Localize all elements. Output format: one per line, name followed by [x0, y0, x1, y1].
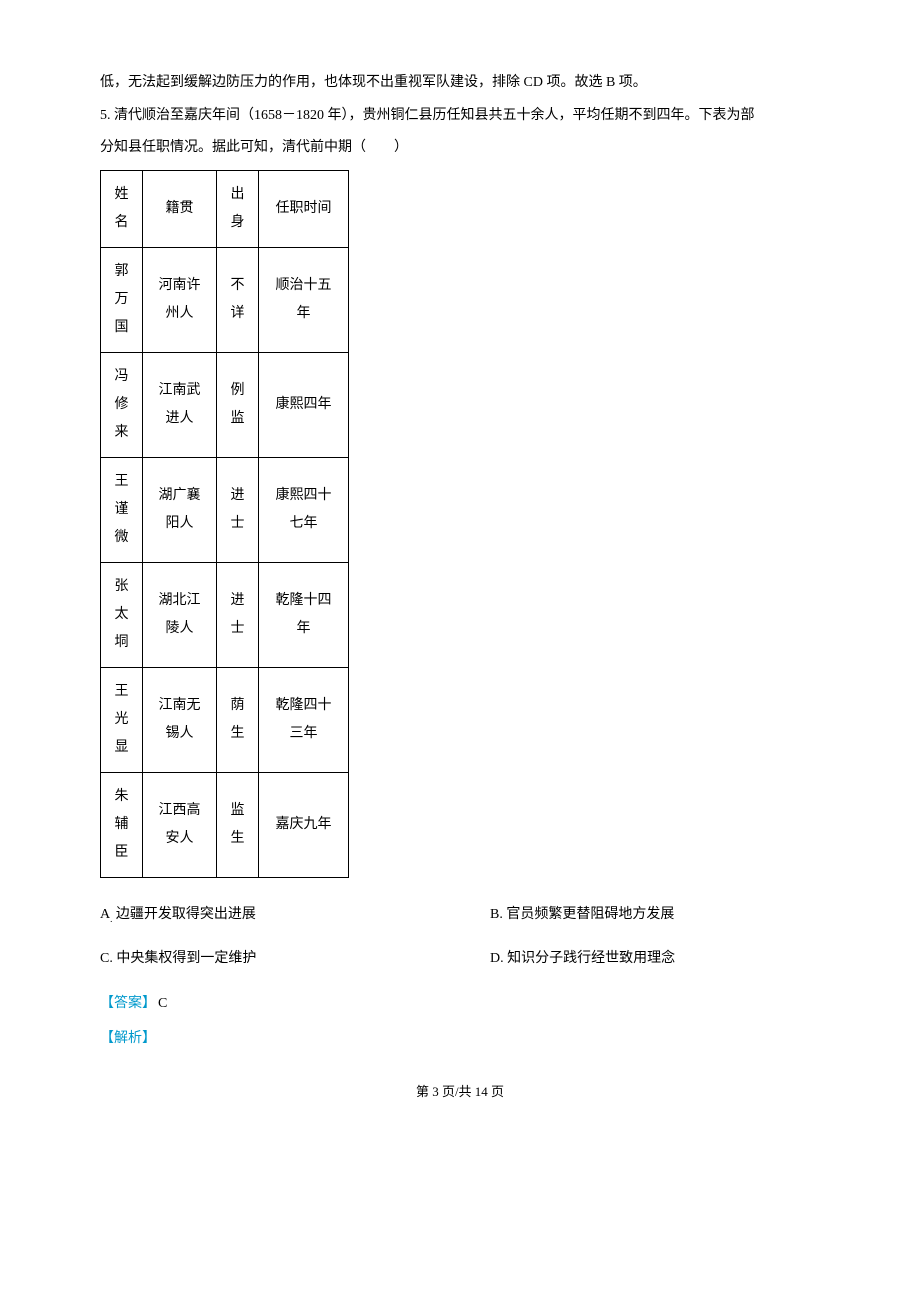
- table-cell: 郭万国: [101, 247, 143, 352]
- table-row: 冯修来江南武进人例监康熙四年: [101, 352, 349, 457]
- table-cell: 河南许州人: [143, 247, 217, 352]
- table-row: 朱辅臣江西高安人监生嘉庆九年: [101, 772, 349, 877]
- table-cell: 江南无锡人: [143, 667, 217, 772]
- table-cell: 监生: [217, 772, 259, 877]
- table-cell: 朱辅臣: [101, 772, 143, 877]
- table-row: 张太垌湖北江陵人进士乾隆十四年: [101, 562, 349, 667]
- answer-label: 【答案】: [100, 996, 156, 1011]
- table-cell: 王光显: [101, 667, 143, 772]
- table-cell: 江西高安人: [143, 772, 217, 877]
- table-body: 郭万国河南许州人不详顺治十五年冯修来江南武进人例监康熙四年王谨微湖广襄阳人进士康…: [101, 247, 349, 877]
- option-b: B. 官员频繁更替阻碍地方发展: [490, 902, 820, 929]
- table-row: 王光显江南无锡人荫生乾隆四十三年: [101, 667, 349, 772]
- table-row: 王谨微湖广襄阳人进士康熙四十七年: [101, 457, 349, 562]
- table-cell: 康熙四十七年: [259, 457, 349, 562]
- table-cell: 张太垌: [101, 562, 143, 667]
- table-cell: 乾隆十四年: [259, 562, 349, 667]
- th-tenure: 任职时间: [259, 170, 349, 247]
- table-cell: 例监: [217, 352, 259, 457]
- page-footer: 第 3 页/共 14 页: [100, 1080, 820, 1105]
- question-text-a: 清代顺治至嘉庆年间（1658－1820 年），贵州铜仁县历任知县共五十余人，平均…: [114, 108, 755, 123]
- table-cell: 荫生: [217, 667, 259, 772]
- answer-line: 【答案】C: [100, 991, 820, 1018]
- table-row: 郭万国河南许州人不详顺治十五年: [101, 247, 349, 352]
- table-cell: 顺治十五年: [259, 247, 349, 352]
- answer-value: C: [158, 996, 167, 1011]
- question-number: 5.: [100, 108, 114, 123]
- table-cell: 湖广襄阳人: [143, 457, 217, 562]
- table-cell: 乾隆四十三年: [259, 667, 349, 772]
- option-d: D. 知识分子践行经世致用理念: [490, 946, 820, 973]
- option-a: A. 边疆开发取得突出进展: [100, 902, 430, 929]
- option-c: C. 中央集权得到一定维护: [100, 946, 430, 973]
- prev-answer-continuation: 低，无法起到缓解边防压力的作用，也体现不出重视军队建设，排除 CD 项。故选 B…: [100, 70, 820, 97]
- answer-options: A. 边疆开发取得突出进展 B. 官员频繁更替阻碍地方发展 C. 中央集权得到一…: [100, 902, 820, 973]
- table-cell: 嘉庆九年: [259, 772, 349, 877]
- table-cell: 江南武进人: [143, 352, 217, 457]
- table-cell: 进士: [217, 457, 259, 562]
- th-name: 姓名: [101, 170, 143, 247]
- question-5-stem-line1: 5. 清代顺治至嘉庆年间（1658－1820 年），贵州铜仁县历任知县共五十余人…: [100, 103, 820, 130]
- th-background: 出身: [217, 170, 259, 247]
- table-cell: 冯修来: [101, 352, 143, 457]
- table-cell: 进士: [217, 562, 259, 667]
- table-cell: 康熙四年: [259, 352, 349, 457]
- table-cell: 不详: [217, 247, 259, 352]
- analysis-label: 【解析】: [100, 1026, 820, 1053]
- th-origin: 籍贯: [143, 170, 217, 247]
- table-cell: 王谨微: [101, 457, 143, 562]
- table-cell: 湖北江陵人: [143, 562, 217, 667]
- table-header-row: 姓名 籍贯 出身 任职时间: [101, 170, 349, 247]
- officials-table: 姓名 籍贯 出身 任职时间 郭万国河南许州人不详顺治十五年冯修来江南武进人例监康…: [100, 170, 349, 878]
- question-5-stem-line2: 分知县任职情况。据此可知，清代前中期（ ）: [100, 135, 820, 162]
